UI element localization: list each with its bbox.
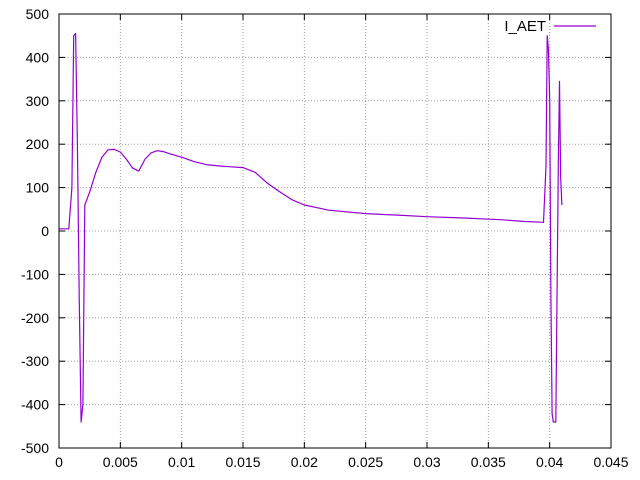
x-tick-label: 0.005	[103, 454, 138, 470]
x-tick-label: 0.02	[291, 454, 318, 470]
x-tick-label: 0.01	[168, 454, 195, 470]
grid-lines	[58, 13, 612, 449]
y-tick-label: 300	[26, 93, 50, 109]
y-tick-label: -500	[21, 440, 49, 456]
x-tick-label: 0.015	[225, 454, 260, 470]
axis-ticks: 0 0.005 0.01 0.015 0.02 0.025 0.03 0.035 0.04 0.0…	[21, 6, 629, 470]
y-tick-label: 0	[41, 223, 49, 239]
legend: I_AET	[504, 18, 596, 35]
y-tick-label: 400	[26, 49, 50, 65]
x-tick-label: 0.045	[593, 454, 628, 470]
x-tick-label: 0.04	[536, 454, 563, 470]
y-tick-label: -200	[21, 310, 49, 326]
x-tick-label: 0.03	[413, 454, 440, 470]
y-tick-label: -300	[21, 353, 49, 369]
x-tick-label: 0.025	[348, 454, 383, 470]
y-tick-label: 200	[26, 136, 50, 152]
series-lines	[59, 32, 563, 423]
y-tick-label: 500	[26, 6, 50, 22]
x-tick-label: 0.035	[471, 454, 506, 470]
y-tick-label: -400	[21, 397, 49, 413]
legend-label-i-aet: I_AET	[504, 18, 546, 35]
series-line-i-aet	[59, 32, 563, 423]
y-tick-label: 100	[26, 180, 50, 196]
y-tick-label: -100	[21, 266, 49, 282]
x-tick-label: 0	[55, 454, 63, 470]
